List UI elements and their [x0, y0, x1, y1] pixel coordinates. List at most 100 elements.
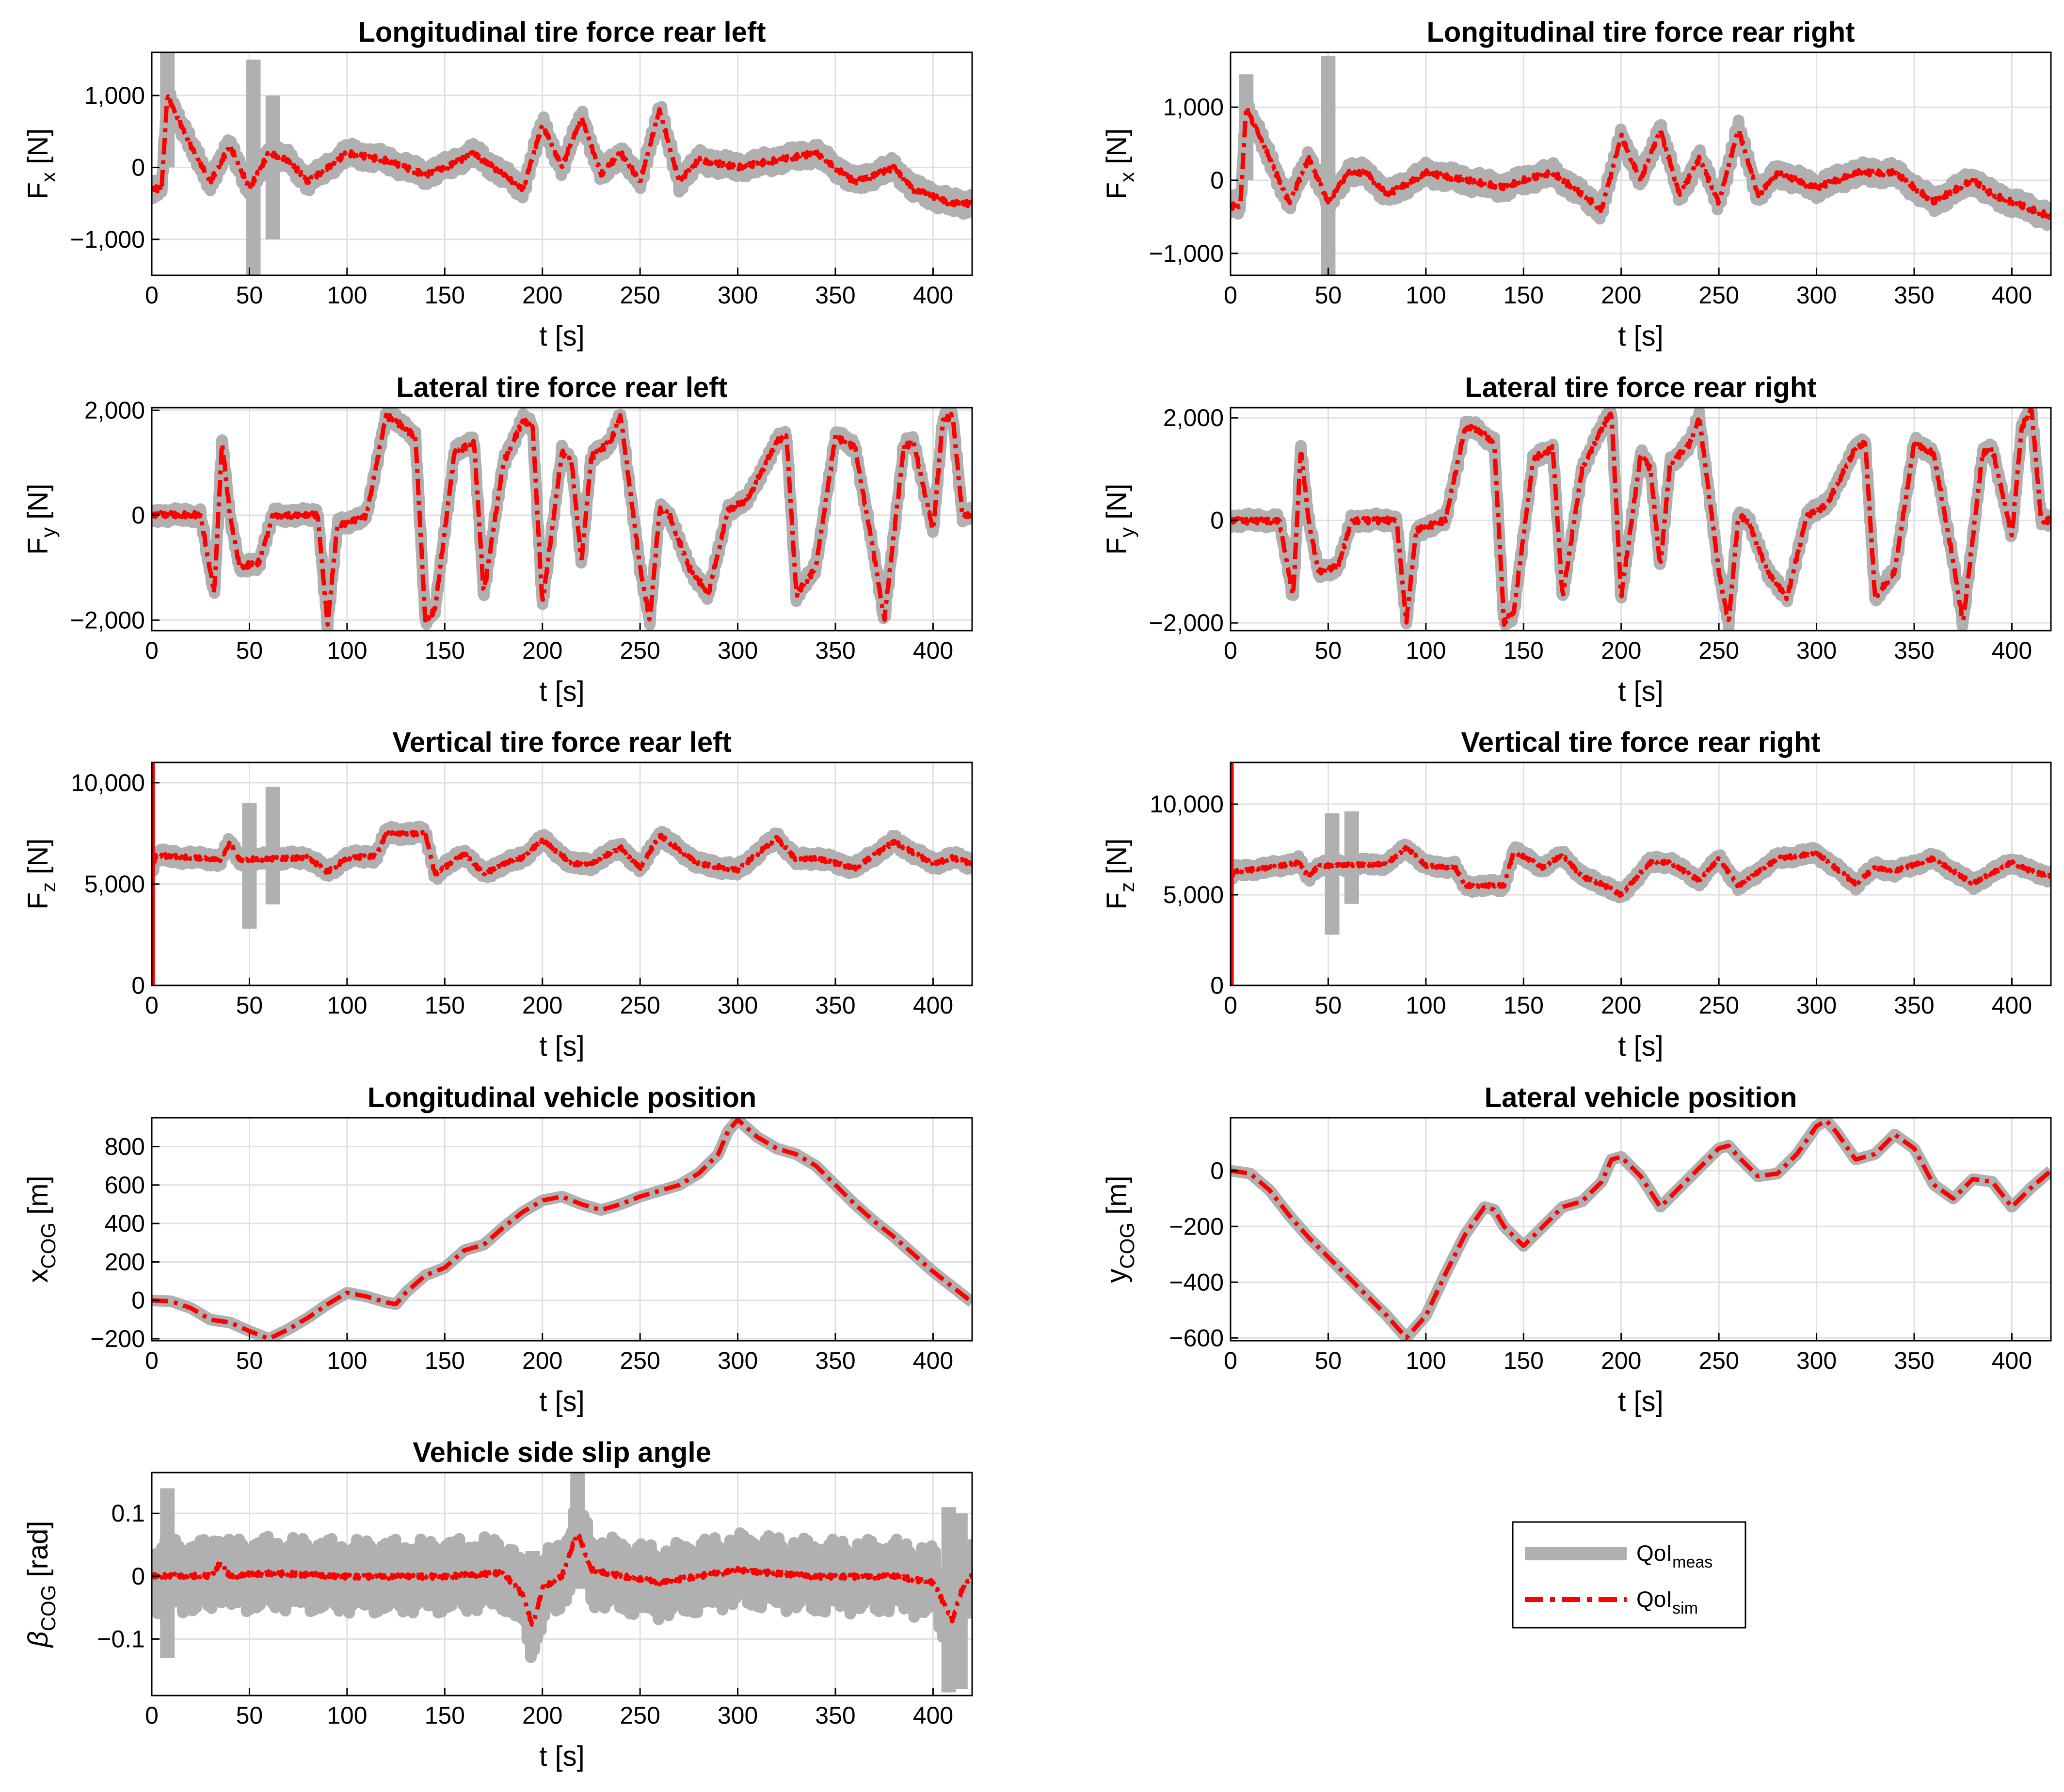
x-axis-label: t [s] [539, 1741, 584, 1772]
series-sim-line [152, 1531, 972, 1627]
y-tick-label: 0 [131, 502, 145, 529]
chart-title: Lateral tire force rear left [396, 372, 727, 403]
chart-title: Lateral tire force rear right [1465, 372, 1816, 403]
axes-box [1230, 51, 2052, 276]
series-group [1231, 408, 2051, 631]
legend-meas-base: QoI [1636, 1540, 1672, 1566]
y-axis-label-sub: COG [37, 1222, 60, 1269]
y-axis-label-sub: z [37, 882, 60, 892]
x-tick-label: 350 [815, 637, 855, 664]
axes-box [1230, 1117, 2052, 1342]
x-tick-label: 400 [913, 1347, 953, 1374]
series-group [152, 1473, 972, 1693]
x-tick-label: 250 [1698, 637, 1739, 664]
y-axis-label: yCOG [m] [1101, 1175, 1138, 1283]
x-axis-label: t [s] [539, 320, 584, 352]
subplot-fy-rr: 0 50 100 150 200 250 300 350 400−2,00002,000Late… [1101, 372, 2052, 707]
y-axis-label-sub: x [37, 172, 60, 182]
series-meas-line [1231, 408, 2051, 631]
x-tick-label: 100 [1406, 992, 1446, 1019]
x-tick-label: 150 [1504, 637, 1544, 664]
y-axis-label-main: F [1101, 182, 1133, 199]
y-tick-label: 0 [131, 972, 145, 999]
x-tick-label: 250 [1698, 282, 1739, 309]
x-tick-label: 350 [815, 992, 855, 1019]
legend-meas-label: QoImeas [1636, 1540, 1712, 1571]
x-tick-label: 0 [145, 1347, 159, 1374]
series-sim-line [152, 830, 972, 877]
subplot-grid: 0 50 100 150 200 250 300 350 400 −1,000 0 1,000 Long… [22, 16, 2052, 1772]
legend-sim-sub: sim [1672, 1599, 1698, 1618]
y-tick-label: 800 [105, 1133, 145, 1160]
x-tick-label: 250 [620, 1347, 660, 1374]
x-tick-label: 0 [1224, 1347, 1237, 1374]
x-tick-label: 250 [1698, 992, 1739, 1019]
y-axis-label-unit: [N] [22, 839, 54, 882]
series-sim-line [1231, 845, 2051, 898]
y-tick-label: 2,000 [84, 396, 145, 424]
y-tick-label: 0 [131, 1287, 145, 1314]
y-tick-label: 0 [131, 154, 145, 181]
x-tick-label: 350 [815, 282, 855, 309]
x-tick-label: 0 [1224, 992, 1237, 1019]
y-axis-label: Fz [N] [22, 839, 60, 910]
chart-title: Vertical tire force rear right [1461, 727, 1820, 758]
x-tick-label: 50 [1315, 282, 1342, 309]
x-axis-label: t [s] [1618, 1031, 1663, 1062]
x-tick-label: 300 [718, 637, 758, 664]
y-tick-label: 1,000 [1163, 94, 1224, 121]
series-group [152, 52, 972, 275]
x-tick-label: 0 [1224, 637, 1237, 664]
x-tick-label: 150 [425, 1347, 465, 1374]
y-tick-label: 5,000 [1163, 881, 1224, 908]
x-tick-label: 300 [1796, 282, 1837, 309]
x-tick-label: 250 [1698, 1347, 1739, 1374]
x-tick-label: 50 [1315, 992, 1342, 1019]
axes-box [151, 1117, 973, 1342]
y-axis-label-sub: z [1116, 882, 1138, 892]
x-axis-label: t [s] [1618, 320, 1663, 352]
x-tick-label: 50 [236, 637, 263, 664]
x-tick-label: 50 [1315, 1347, 1342, 1374]
x-tick-label: 350 [1894, 637, 1934, 664]
legend-sim-label: QoIsim [1636, 1586, 1698, 1618]
x-axis-label: t [s] [1618, 1386, 1663, 1417]
y-tick-label: 10,000 [71, 769, 145, 796]
x-axis-label: t [s] [539, 1031, 584, 1062]
y-axis-label-unit: [m] [22, 1175, 54, 1222]
y-axis-label-unit: [m] [1101, 1175, 1133, 1222]
y-axis-label-unit: [N] [22, 128, 54, 172]
x-tick-label: 0 [145, 282, 159, 309]
x-tick-label: 300 [718, 1347, 758, 1374]
chart-title: Longitudinal vehicle position [368, 1082, 756, 1113]
y-axis-label: Fz [N] [1101, 839, 1138, 910]
y-tick-label: 0.1 [111, 1500, 145, 1527]
series-sim-line [1231, 408, 2051, 627]
x-tick-label: 400 [913, 637, 953, 664]
x-tick-label: 300 [1796, 637, 1837, 664]
x-tick-label: 350 [815, 1347, 855, 1374]
x-tick-label: 50 [236, 1347, 263, 1374]
y-tick-label: −600 [1169, 1324, 1224, 1351]
y-tick-label: 200 [105, 1248, 145, 1275]
x-tick-label: 400 [1992, 1347, 2032, 1374]
series-group [1231, 762, 2051, 985]
y-tick-label: −1,000 [1149, 240, 1224, 267]
series-meas-line [152, 1118, 972, 1341]
x-tick-label: 300 [718, 282, 758, 309]
x-tick-label: 100 [1406, 282, 1446, 309]
y-tick-label: −200 [1169, 1213, 1224, 1240]
grid [1230, 1118, 2051, 1341]
x-tick-label: 200 [522, 1702, 562, 1729]
y-axis-label-unit: [N] [1101, 128, 1133, 172]
series-sim-line [1231, 105, 2051, 220]
x-tick-label: 150 [425, 992, 465, 1019]
y-tick-label: −2,000 [70, 606, 145, 634]
axes-box [151, 407, 973, 632]
y-axis-label-main: β [22, 1631, 54, 1648]
y-axis-label-main: F [22, 182, 54, 199]
x-tick-label: 150 [425, 282, 465, 309]
x-tick-label: 400 [1992, 992, 2032, 1019]
series-group [152, 762, 972, 985]
subplot-x-cog: 0 50 100 150 200 250 300 350 400−200020040060080… [22, 1082, 973, 1417]
